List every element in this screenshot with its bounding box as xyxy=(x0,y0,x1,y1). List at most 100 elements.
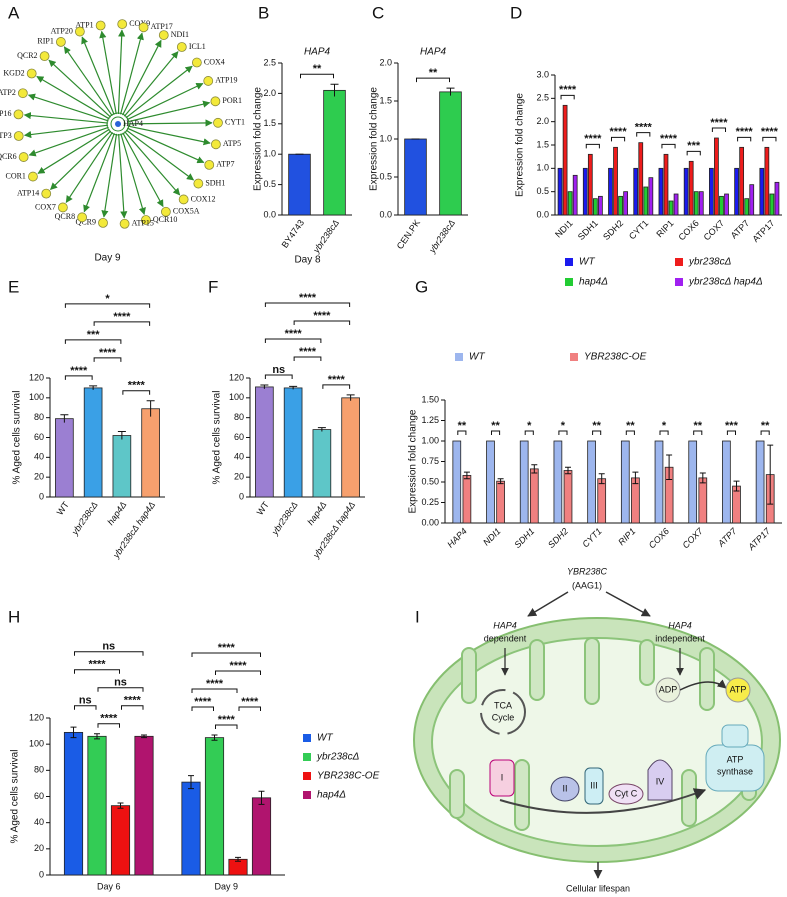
legend-swatch xyxy=(675,258,683,266)
bar xyxy=(759,167,765,216)
significance-label: *** xyxy=(725,420,739,432)
edge xyxy=(37,128,110,174)
error-bar xyxy=(632,471,639,485)
error-bar xyxy=(598,473,605,485)
error-bar xyxy=(94,733,100,740)
significance-bracket xyxy=(661,143,676,149)
gene-label: ATP20 xyxy=(51,26,73,35)
bar xyxy=(134,735,154,876)
y-tick-label: 0.5 xyxy=(379,171,392,181)
bar xyxy=(714,137,719,216)
x-tick-label: ybr238cΔ xyxy=(426,218,457,256)
x-tick-label: HAP4 xyxy=(445,526,469,550)
gene-node xyxy=(18,152,29,162)
edge xyxy=(119,32,144,115)
y-tick-label: 1.50 xyxy=(421,394,439,404)
legend-swatch xyxy=(303,791,311,799)
y-tick-label: 80 xyxy=(34,765,44,775)
edge xyxy=(81,36,115,115)
bar xyxy=(688,160,694,216)
bar xyxy=(698,191,704,216)
gene-label: ATP16 xyxy=(0,109,11,118)
x-tick-label: COX7 xyxy=(702,218,726,242)
gene-node xyxy=(119,218,130,229)
x-tick-label: NDI1 xyxy=(481,526,503,548)
arrow xyxy=(605,591,651,617)
significance-label: **** xyxy=(584,133,602,145)
pathway-gene: HAP4 xyxy=(493,620,517,630)
y-tick-label: 120 xyxy=(29,372,44,382)
edge xyxy=(126,127,205,164)
bar xyxy=(598,195,603,216)
gene-node xyxy=(77,212,88,223)
error-bar xyxy=(89,385,98,390)
panel-label: H xyxy=(8,607,20,626)
edge xyxy=(36,75,110,120)
y-tick-label: 40 xyxy=(234,452,244,462)
significance-bracket xyxy=(636,132,651,137)
x-tick-label: BY4743 xyxy=(280,218,307,250)
complex xyxy=(647,759,673,801)
significance-bracket xyxy=(293,320,351,325)
complex-label: II xyxy=(562,783,567,793)
y-tick-label: 60 xyxy=(34,432,44,442)
significance-bracket xyxy=(121,705,144,710)
x-tick-label: Day 6 xyxy=(97,881,121,891)
significance-bracket xyxy=(625,430,635,435)
panel-label: I xyxy=(415,607,420,626)
significance-label: ** xyxy=(313,63,322,75)
gene-label: QCR8 xyxy=(55,212,75,221)
x-tick-label: SDH2 xyxy=(546,526,570,550)
bar xyxy=(722,440,731,524)
edge xyxy=(65,132,113,204)
bar xyxy=(141,408,160,498)
y-axis-label: % Aged cells survival xyxy=(212,391,223,485)
y-tick-label: 1.5 xyxy=(379,95,392,105)
significance-bracket xyxy=(659,430,669,435)
y-tick-label: 20 xyxy=(34,843,44,853)
bar xyxy=(623,191,628,216)
gene-node xyxy=(13,109,24,120)
significance-label: * xyxy=(561,420,566,432)
bar xyxy=(587,153,593,216)
bar xyxy=(683,167,689,216)
bar xyxy=(648,177,654,216)
significance-bracket xyxy=(93,357,122,362)
x-tick-label: COX7 xyxy=(680,525,705,550)
significance-label: *** xyxy=(687,140,701,152)
x-tick-label: ATP7 xyxy=(715,525,739,549)
y-tick-label: 60 xyxy=(34,791,44,801)
bar xyxy=(658,167,664,216)
gene-node xyxy=(17,88,28,99)
significance-label: **** xyxy=(299,346,317,358)
bar xyxy=(613,146,618,216)
error-bar xyxy=(211,734,218,741)
panel-label: B xyxy=(258,3,269,22)
gene-label: ICL1 xyxy=(189,42,206,51)
y-tick-label: 80 xyxy=(34,412,44,422)
panel-label: C xyxy=(372,3,384,22)
significance-label: ** xyxy=(592,420,601,432)
significance-label: * xyxy=(527,420,532,432)
significance-bracket xyxy=(726,430,737,435)
error-bar xyxy=(235,856,241,862)
x-tick-label: hap4Δ xyxy=(305,500,328,527)
synthase-label: ATP xyxy=(727,754,744,764)
gene-node xyxy=(203,76,214,86)
chart-title: HAP4 xyxy=(304,47,331,58)
bar xyxy=(251,797,272,876)
gene-node xyxy=(98,217,108,228)
error-bar xyxy=(188,775,194,790)
complex xyxy=(608,783,644,805)
gene-label: KGD2 xyxy=(3,68,24,77)
edge xyxy=(127,100,211,123)
error-bar xyxy=(330,83,339,97)
significance-label: ** xyxy=(458,420,467,432)
pathway-gene: HAP4 xyxy=(668,620,692,630)
pathway-label: independent xyxy=(655,633,705,643)
gene-label: COX9 xyxy=(129,19,150,28)
x-tick-label: COX6 xyxy=(647,526,671,550)
error-bar xyxy=(346,394,355,401)
panel-label: F xyxy=(208,277,218,296)
legend-label: hap4Δ xyxy=(317,790,346,801)
